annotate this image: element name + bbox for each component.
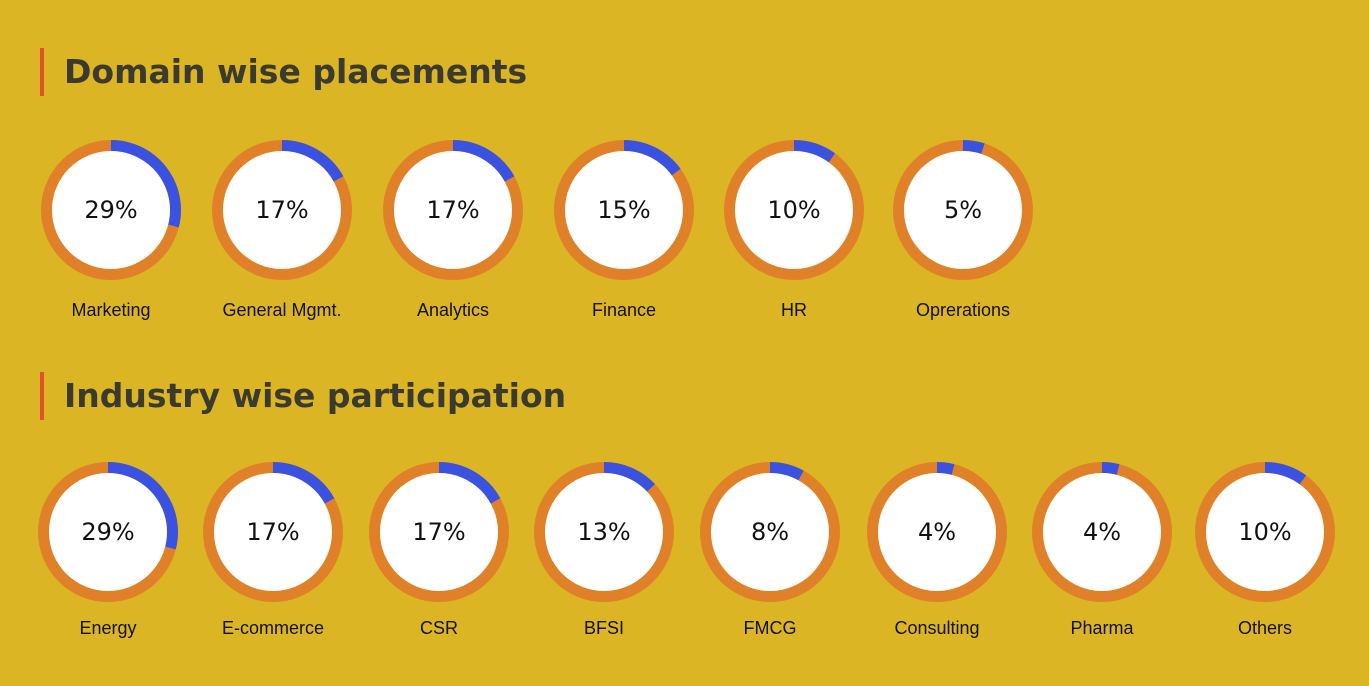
donut-analytics-percent: 17% bbox=[426, 196, 480, 224]
donut-e-commerce-center bbox=[214, 473, 332, 591]
donut-csr-value-arc bbox=[438, 462, 501, 504]
donut-finance-value-arc bbox=[623, 140, 681, 176]
donut-pharma-label: Pharma bbox=[1070, 618, 1134, 638]
donut-consulting: 4% bbox=[865, 460, 1009, 604]
donut-energy-svg bbox=[38, 462, 178, 602]
donut-fmcg-svg bbox=[700, 462, 840, 602]
donut-consulting-label: Consulting bbox=[894, 618, 980, 638]
donut-energy-value-arc bbox=[107, 462, 178, 550]
donut-bfsi-label: BFSI bbox=[583, 618, 624, 638]
donut-oprerations-label: Oprerations bbox=[915, 300, 1011, 320]
donut-energy-label: Energy bbox=[79, 618, 137, 638]
donut-others: 10% bbox=[1193, 460, 1337, 604]
donut-bfsi-percent: 13% bbox=[577, 518, 631, 546]
donut-oprerations: 5% bbox=[891, 138, 1035, 282]
donut-oprerations-percent: 5% bbox=[943, 196, 983, 224]
donut-fmcg-center bbox=[711, 473, 829, 591]
donut-analytics: 17% bbox=[381, 138, 525, 282]
donut-bfsi-svg bbox=[534, 462, 674, 602]
donut-general-mgmt-center bbox=[223, 151, 341, 269]
donut-bfsi: 13% bbox=[532, 460, 676, 604]
donut-analytics-value-arc bbox=[452, 140, 515, 182]
donut-fmcg-value-arc bbox=[769, 462, 804, 481]
donut-finance-svg bbox=[554, 140, 694, 280]
donut-hr-value-arc bbox=[793, 140, 836, 163]
industry-section-title: Industry wise participation bbox=[40, 372, 566, 420]
donut-fmcg: 8% bbox=[698, 460, 842, 604]
donut-oprerations-center bbox=[904, 151, 1022, 269]
donut-hr-label: HR bbox=[781, 300, 807, 320]
donut-bfsi-center bbox=[545, 473, 663, 591]
donut-others-center bbox=[1206, 473, 1324, 591]
donut-general-mgmt: 17% bbox=[210, 138, 354, 282]
donut-general-mgmt-value-arc bbox=[281, 140, 344, 182]
donut-hr-percent: 10% bbox=[767, 196, 821, 224]
donut-hr-center bbox=[735, 151, 853, 269]
donut-analytics-label: Analytics bbox=[416, 300, 490, 320]
donut-oprerations-value-arc bbox=[962, 140, 985, 154]
donut-general-mgmt-svg bbox=[212, 140, 352, 280]
donut-consulting-center bbox=[878, 473, 996, 591]
donut-others-percent: 10% bbox=[1238, 518, 1292, 546]
donut-csr-label: CSR bbox=[419, 618, 458, 638]
donut-hr: 10% bbox=[722, 138, 866, 282]
donut-consulting-percent: 4% bbox=[917, 518, 957, 546]
donut-fmcg-label: FMCG bbox=[743, 618, 797, 638]
donut-pharma-value-arc bbox=[1101, 462, 1120, 475]
donut-finance-percent: 15% bbox=[597, 196, 651, 224]
donut-consulting-svg bbox=[867, 462, 1007, 602]
donut-others-value-arc bbox=[1264, 462, 1307, 485]
donut-marketing: 29% bbox=[39, 138, 183, 282]
donut-bfsi-value-arc bbox=[603, 462, 656, 492]
donut-finance-center bbox=[565, 151, 683, 269]
donut-finance-label: Finance bbox=[591, 300, 657, 320]
donut-oprerations-svg bbox=[893, 140, 1033, 280]
donut-e-commerce-label: E-commerce bbox=[221, 618, 324, 638]
donut-e-commerce: 17% bbox=[201, 460, 345, 604]
donut-marketing-percent: 29% bbox=[84, 196, 138, 224]
donut-analytics-center bbox=[394, 151, 512, 269]
donut-marketing-label: Marketing bbox=[71, 300, 151, 320]
donut-csr-percent: 17% bbox=[412, 518, 466, 546]
donut-e-commerce-value-arc bbox=[272, 462, 335, 504]
donut-csr-svg bbox=[369, 462, 509, 602]
domain-section-title: Domain wise placements bbox=[40, 48, 527, 96]
donut-general-mgmt-percent: 17% bbox=[255, 196, 309, 224]
donut-consulting-value-arc bbox=[936, 462, 955, 475]
donut-hr-svg bbox=[724, 140, 864, 280]
donut-pharma-svg bbox=[1032, 462, 1172, 602]
donut-marketing-value-arc bbox=[110, 140, 181, 228]
donut-pharma-percent: 4% bbox=[1082, 518, 1122, 546]
donut-e-commerce-svg bbox=[203, 462, 343, 602]
donut-energy-center bbox=[49, 473, 167, 591]
donut-marketing-center bbox=[52, 151, 170, 269]
donut-finance: 15% bbox=[552, 138, 696, 282]
donut-general-mgmt-label: General Mgmt. bbox=[222, 300, 342, 320]
donut-fmcg-percent: 8% bbox=[750, 518, 790, 546]
donut-others-label: Others bbox=[1237, 618, 1293, 638]
donut-marketing-svg bbox=[41, 140, 181, 280]
donut-energy-percent: 29% bbox=[81, 518, 135, 546]
donut-pharma-center bbox=[1043, 473, 1161, 591]
donut-others-svg bbox=[1195, 462, 1335, 602]
donut-analytics-svg bbox=[383, 140, 523, 280]
donut-energy: 29% bbox=[36, 460, 180, 604]
donut-e-commerce-percent: 17% bbox=[246, 518, 300, 546]
donut-csr-center bbox=[380, 473, 498, 591]
donut-pharma: 4% bbox=[1030, 460, 1174, 604]
donut-csr: 17% bbox=[367, 460, 511, 604]
